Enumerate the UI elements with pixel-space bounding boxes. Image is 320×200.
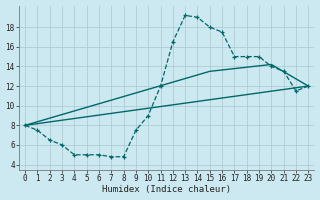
X-axis label: Humidex (Indice chaleur): Humidex (Indice chaleur) xyxy=(102,185,231,194)
